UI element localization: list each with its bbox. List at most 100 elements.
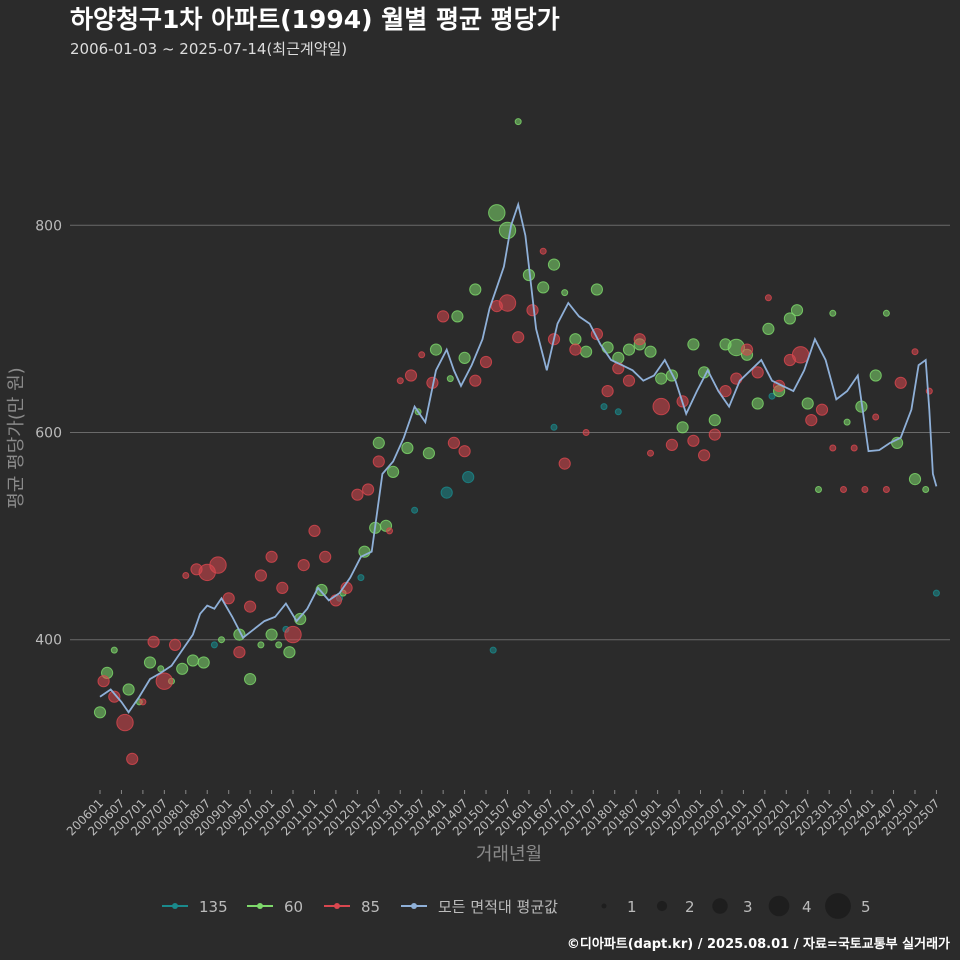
point-60-11 [218,636,225,644]
point-60-30 [446,375,454,383]
point-60-71 [908,473,922,486]
point-60-64 [815,486,822,493]
point-60-17 [283,646,296,659]
point-60-36 [514,118,522,126]
point-85-24 [351,488,364,501]
y-axis-title: 평균 평당가(만 원) [6,367,27,508]
average-line [99,201,938,714]
point-60-59 [762,322,775,335]
point-85-71 [861,486,869,493]
point-60-29 [429,343,443,356]
point-60-51 [676,421,689,434]
point-85-26 [372,455,385,468]
point-85-65 [791,346,810,364]
y-tick-600: 600 [35,426,62,442]
point-85-39 [512,331,525,344]
point-85-33 [447,436,460,449]
point-135-10 [411,506,419,514]
point-85-8 [182,572,190,579]
point-60-32 [458,351,471,364]
point-85-4 [139,698,147,706]
legend-size-label-3: 3 [743,898,753,916]
point-85-20 [308,524,321,538]
point-85-30 [418,351,426,359]
point-135-6 [489,646,497,654]
point-60-14 [257,641,265,649]
point-85-7 [169,638,182,652]
legend-dot-60 [257,903,263,909]
legend-size-label-1: 1 [627,898,637,916]
point-85-34 [458,445,471,458]
point-85-16 [265,550,278,563]
point-60-43 [590,283,604,296]
point-85-70 [850,444,858,452]
point-85-21 [319,550,332,563]
point-85-55 [687,434,700,447]
point-85-53 [665,438,679,451]
point-60-3 [122,683,135,696]
legend-size-2 [656,900,668,912]
x-axis-title: 거래년월 [476,844,542,865]
legend-label-60: 60 [284,898,303,916]
point-85-58 [719,385,732,398]
point-135-5 [462,471,475,484]
point-85-75 [911,348,919,356]
point-60-34 [488,204,506,222]
point-85-45 [582,429,590,436]
legend-dot-avg [411,903,417,909]
point-85-18 [284,625,302,644]
point-85-40 [526,304,539,317]
point-85-35 [469,374,482,387]
point-85-49 [622,374,636,387]
point-60-10 [197,656,210,669]
point-60-31 [451,310,464,323]
chart-title: 하양청구1차 아파트(1994) 월별 평균 평당가 [70,5,560,34]
point-85-11 [209,556,227,574]
point-60-63 [801,397,814,410]
y-tick-400: 400 [35,633,62,649]
caption: ©디아파트(dapt.kr) / 2025.08.01 / 자료=국토교통부 실… [567,936,950,952]
point-85-67 [815,403,829,416]
point-85-15 [254,569,267,582]
point-135-4 [440,486,453,499]
point-60-48 [644,345,657,358]
point-85-73 [882,486,890,493]
point-60-38 [537,281,550,294]
point-135-11 [614,408,622,416]
point-85-57 [708,428,721,441]
legend-size-label-2: 2 [685,898,695,916]
point-60-61 [783,312,797,325]
legend-label-avg: 모든 면적대 평균값 [438,898,558,916]
point-85-6 [155,672,174,690]
point-60-68 [869,369,882,382]
point-60-0 [93,706,107,719]
point-60-5 [143,656,157,669]
x-tick-labels: 2006012006072007012007072008012008072009… [64,790,943,839]
point-135-9 [932,589,940,597]
legend-label-85: 85 [361,898,380,916]
point-85-43 [558,457,571,470]
point-60-66 [843,418,851,426]
point-135-0 [210,641,218,649]
y-tick-labels: 400 600 800 [35,218,62,648]
point-85-36 [479,355,493,369]
point-60-42 [580,345,593,358]
point-60-49 [655,372,668,385]
point-85-29 [404,369,418,382]
legend: 135 60 85 모든 면적대 평균값 1 2 3 4 5 [162,893,871,919]
point-85-14 [244,600,257,613]
point-60-25 [387,465,400,478]
point-60-54 [708,414,721,427]
point-60-28 [422,447,435,460]
point-85-52 [652,397,670,416]
point-85-50 [633,333,646,346]
point-135-12 [768,392,776,400]
point-85-27 [386,527,393,535]
point-60-6 [157,665,165,673]
point-60-58 [751,397,764,410]
point-60-16 [275,641,283,649]
point-60-2 [110,646,118,654]
point-85-47 [601,385,614,398]
legend-size-3 [712,898,728,914]
point-135-8 [600,403,608,411]
